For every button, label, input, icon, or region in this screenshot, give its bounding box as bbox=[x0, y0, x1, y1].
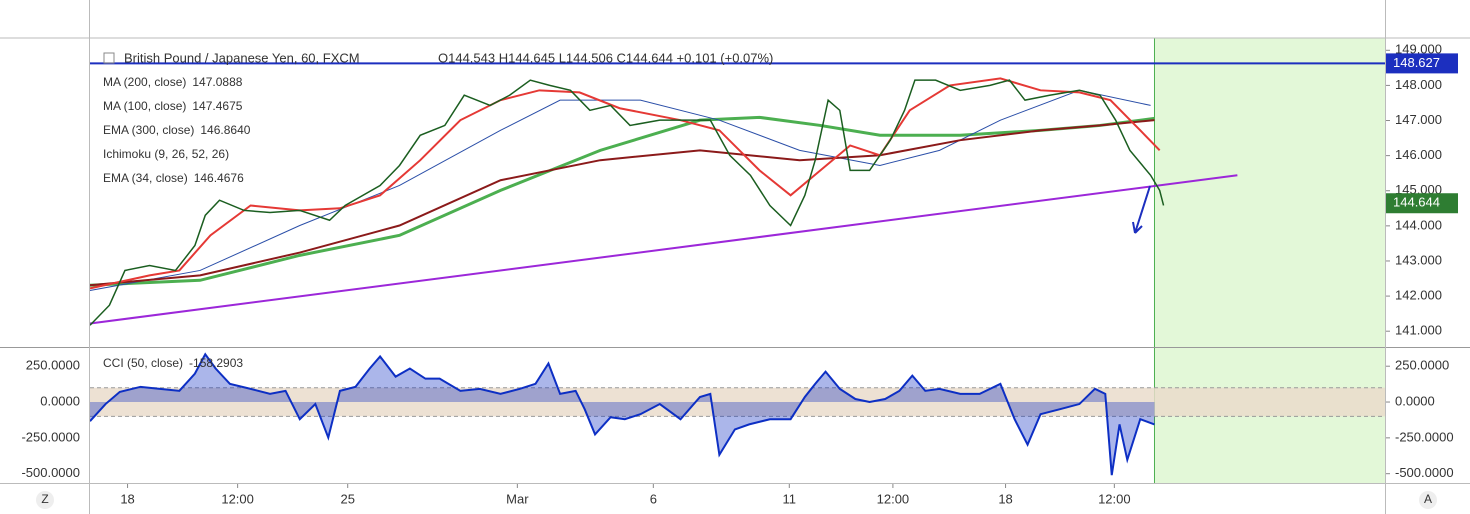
y-tick-label-left: 0.0000 bbox=[40, 393, 80, 408]
x-tick-label: 12:00 bbox=[1098, 491, 1131, 506]
legend-value: 146.4676 bbox=[194, 171, 244, 185]
series-area bbox=[90, 354, 1155, 476]
scale-button-label[interactable]: Z bbox=[41, 492, 48, 506]
y-tick-label: 250.0000 bbox=[1395, 358, 1449, 373]
y-tick-label: -250.0000 bbox=[1395, 429, 1454, 444]
legend-label: EMA (300, close) bbox=[103, 123, 194, 137]
y-tick-label-left: -500.0000 bbox=[21, 465, 80, 480]
x-tick-label: 25 bbox=[340, 491, 354, 506]
y-tick-label: 143.000 bbox=[1395, 252, 1442, 267]
series-line bbox=[89, 119, 1155, 287]
legend-label: EMA (34, close) bbox=[103, 171, 188, 185]
backdrop-layer bbox=[90, 38, 1390, 488]
y-tick-label: 147.000 bbox=[1395, 112, 1442, 127]
y-tick-label-left: 250.0000 bbox=[26, 358, 80, 373]
auto-button-label[interactable]: A bbox=[1424, 492, 1432, 506]
legend-value: 147.0888 bbox=[192, 75, 242, 89]
y-tick-label: 144.000 bbox=[1395, 217, 1442, 232]
price-tag bbox=[1386, 53, 1458, 74]
legend-label: MA (200, close) bbox=[103, 75, 186, 89]
y-tick-label: 142.000 bbox=[1395, 288, 1442, 303]
x-tick-label: 18 bbox=[120, 491, 134, 506]
scale-button[interactable] bbox=[36, 491, 54, 509]
marks-layer bbox=[89, 62, 1385, 476]
legend-label: MA (100, close) bbox=[103, 99, 186, 113]
y-tick-label: 149.000 bbox=[1395, 42, 1442, 57]
x-tick-label: 12:00 bbox=[877, 491, 910, 506]
x-tick-label: 18 bbox=[998, 491, 1012, 506]
series-line bbox=[89, 352, 1155, 476]
y-tick-label: 146.000 bbox=[1395, 147, 1442, 162]
series-line bbox=[89, 89, 1151, 291]
legend-label: Ichimoku (9, 26, 52, 26) bbox=[103, 147, 229, 161]
price-tag-label: 144.644 bbox=[1393, 195, 1440, 210]
labels-layer: British Pound / Japanese Yen, 60, FXCM O… bbox=[21, 42, 1458, 506]
legend-value: 146.8640 bbox=[200, 123, 250, 137]
y-tick-label: 0.0000 bbox=[1395, 393, 1435, 408]
y-tick-label: 148.000 bbox=[1395, 77, 1442, 92]
x-tick-label: Mar bbox=[506, 491, 529, 506]
trendline bbox=[89, 174, 1238, 325]
chart-title: British Pound / Japanese Yen, 60, FXCM bbox=[124, 50, 360, 65]
ohlc-summary: O144.543 H144.645 L144.506 C144.644 +0.1… bbox=[438, 50, 773, 65]
legend-value: -158.2903 bbox=[189, 356, 243, 370]
arrow bbox=[1132, 185, 1151, 234]
cci-band bbox=[90, 387, 1385, 417]
price-tag bbox=[1386, 193, 1458, 214]
symbol-icon bbox=[103, 52, 115, 64]
y-tick-label: -500.0000 bbox=[1395, 465, 1454, 480]
y-tick-label-left: -250.0000 bbox=[21, 429, 80, 444]
legend-value: 147.4675 bbox=[192, 99, 242, 113]
x-tick-label: 6 bbox=[650, 491, 657, 506]
y-tick-label: 141.000 bbox=[1395, 323, 1442, 338]
price-tag-label: 148.627 bbox=[1393, 55, 1440, 70]
x-tick-label: 11 bbox=[783, 491, 797, 506]
auto-button[interactable] bbox=[1419, 491, 1437, 509]
legend-label: CCI (50, close) bbox=[103, 356, 183, 370]
x-tick-label: 12:00 bbox=[221, 491, 254, 506]
series-line bbox=[89, 79, 1165, 326]
